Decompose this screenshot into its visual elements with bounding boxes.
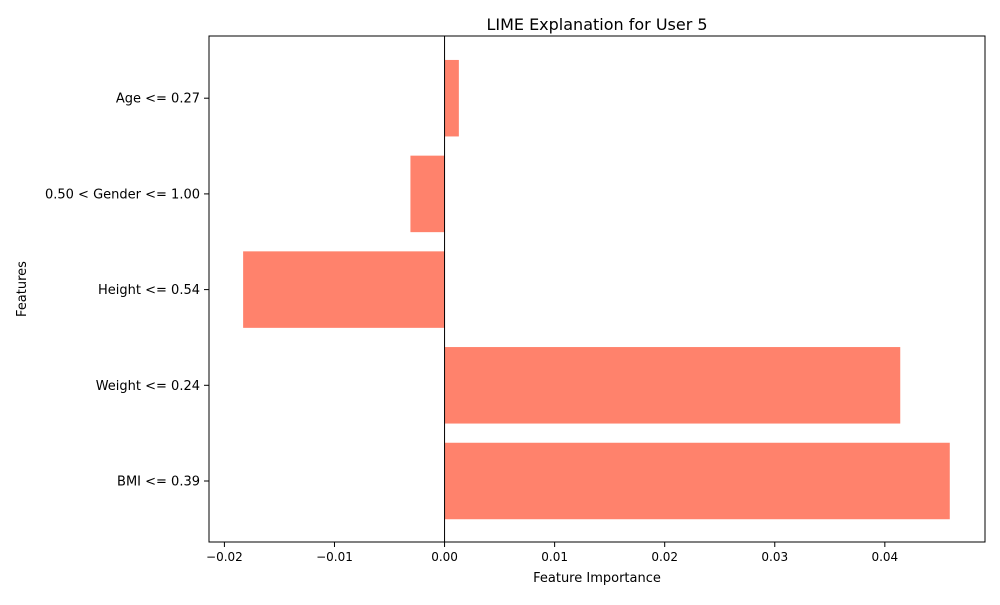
bar-2 — [243, 251, 445, 328]
x-tick-label: 0.03 — [761, 550, 788, 564]
bar-1 — [444, 347, 901, 424]
bars-group — [243, 59, 950, 520]
y-tick-label: Height <= 0.54 — [98, 283, 200, 298]
y-tick-label: Weight <= 0.24 — [96, 379, 200, 394]
bar-0 — [444, 442, 950, 520]
x-tick-label: 0.01 — [541, 550, 568, 564]
x-tick-label: −0.01 — [316, 550, 353, 564]
x-axis-label: Feature Importance — [533, 571, 661, 586]
y-axis-label: Features — [15, 261, 30, 317]
bar-3 — [410, 155, 445, 233]
x-tick-label: 0.02 — [651, 550, 678, 564]
y-tick-label: Age <= 0.27 — [116, 92, 200, 107]
x-tick-label: −0.02 — [206, 550, 243, 564]
plot-frame — [208, 35, 986, 543]
x-ticks: −0.02 −0.01 0.00 0.01 0.02 0.03 0.04 — [206, 542, 898, 564]
x-tick-label: 0.00 — [431, 550, 458, 564]
chart-title: LIME Explanation for User 5 — [486, 15, 707, 34]
bar-4 — [444, 59, 459, 137]
x-tick-label: 0.04 — [871, 550, 898, 564]
y-tick-label: 0.50 < Gender <= 1.00 — [45, 187, 200, 202]
y-ticks: BMI <= 0.39 Weight <= 0.24 Height <= 0.54 0… — [45, 92, 209, 490]
y-tick-label: BMI <= 0.39 — [117, 475, 200, 490]
